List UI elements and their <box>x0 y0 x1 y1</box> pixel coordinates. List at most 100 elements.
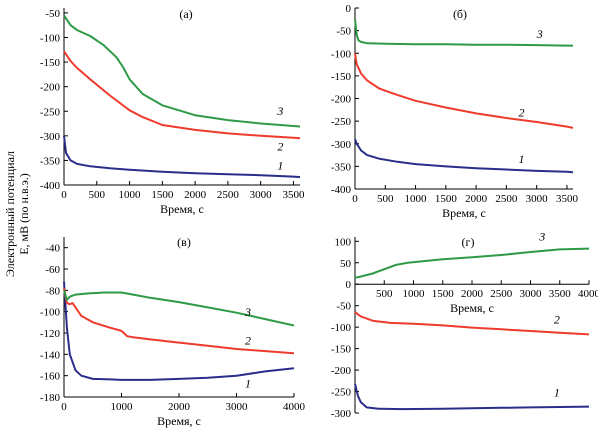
x-tick-label: 4000 <box>283 401 306 413</box>
y-tick-label: -250 <box>331 387 352 399</box>
curve-label-2: 2 <box>519 106 525 120</box>
x-tick-label: 3000 <box>250 189 273 201</box>
series-line-2 <box>354 53 574 129</box>
x-tick-label: 2500 <box>495 193 518 205</box>
y-tick-label: -50 <box>336 26 351 38</box>
series-line-1 <box>354 138 574 174</box>
x-tick-label: 1000 <box>403 288 426 300</box>
y-tick-label: -50 <box>336 301 351 313</box>
curve-label-1: 1 <box>554 386 560 400</box>
x-tick-label: 2000 <box>184 189 207 201</box>
x-tick-label: 3500 <box>282 189 305 201</box>
y-tick-label: -250 <box>40 106 61 118</box>
y-tick-label: -250 <box>331 116 352 128</box>
curve-label-2: 2 <box>554 313 560 327</box>
series-line-2 <box>354 311 590 336</box>
y-tick-label: -350 <box>40 155 61 167</box>
x-tick-label: 0 <box>61 401 67 413</box>
panel-letter: (б) <box>453 7 467 21</box>
series-line-3 <box>354 19 573 47</box>
curve-label-2: 2 <box>277 140 283 154</box>
x-tick-label: 2000 <box>168 401 191 413</box>
y-tick-label: -200 <box>331 94 352 106</box>
curve-label-2: 2 <box>245 334 251 348</box>
y-tick-label: -60 <box>45 264 60 276</box>
x-axis-title: Время, с <box>442 206 486 220</box>
y-tick-label: -300 <box>40 131 61 143</box>
x-axis-title: Время, с <box>450 301 494 315</box>
series-line-3 <box>354 247 590 279</box>
y-tick-label: -150 <box>331 71 352 83</box>
y-tick-label: -160 <box>40 371 61 383</box>
panel-2: (б) 0 500 1000 1500 2000 2500 3000 3500 -400 -350 -… <box>331 3 579 220</box>
y-tick-label: 0 <box>346 3 352 15</box>
x-tick-label: 500 <box>89 189 106 201</box>
y-tick-label: -100 <box>331 322 352 334</box>
panel-letter: (г) <box>462 235 475 249</box>
y-tick-label: -80 <box>45 285 60 297</box>
y-tick-label: -100 <box>40 307 61 319</box>
panel-1: (а) 0 500 1000 1500 2000 2500 3000 3500 -400 -350 -… <box>40 7 305 216</box>
x-tick-label: 3500 <box>556 193 579 205</box>
y-tick-label: 100 <box>335 236 352 248</box>
series-line-3 <box>63 14 301 128</box>
series-line-2 <box>63 50 301 140</box>
y-tick-label: -180 <box>40 392 61 404</box>
curve-label-1: 1 <box>245 376 251 390</box>
series-line-1 <box>354 383 590 411</box>
x-tick-label: 1000 <box>405 193 428 205</box>
y-tick-label: 50 <box>340 258 352 270</box>
panel-4: (г)500 1000 1500 2000 2500 3000 3500 4000-300-2… <box>331 229 598 420</box>
series-line-1 <box>63 135 301 179</box>
chart-panels: (а)0 500 1000 1500 2000 2500 3000 3500-400-350-… <box>40 3 598 428</box>
x-tick-label: 500 <box>376 288 393 300</box>
x-tick-label: 2000 <box>465 193 488 205</box>
curve-label-3: 3 <box>276 104 283 118</box>
y-tick-label: -400 <box>40 180 61 192</box>
x-tick-label: 2000 <box>461 288 484 300</box>
x-tick-label: 1500 <box>151 189 174 201</box>
x-tick-label: 500 <box>377 193 394 205</box>
curve-label-1: 1 <box>519 152 525 166</box>
ylabel-line1: Электронный потенциал <box>3 151 17 277</box>
x-tick-label: 0 <box>352 193 358 205</box>
y-tick-label: -200 <box>331 365 352 377</box>
x-tick-label: 4000 <box>578 288 598 300</box>
x-axis-title: Время, с <box>157 414 201 428</box>
y-tick-label: -300 <box>331 139 352 151</box>
x-tick-label: 3000 <box>226 401 249 413</box>
x-tick-label: 1500 <box>435 193 458 205</box>
y-tick-label: -150 <box>40 57 61 69</box>
x-tick-label: 2500 <box>217 189 240 201</box>
y-tick-label: -40 <box>45 243 60 255</box>
curve-label-3: 3 <box>538 229 545 243</box>
y-tick-label: -150 <box>331 344 352 356</box>
x-tick-label: 3000 <box>526 193 549 205</box>
y-tick-label: -100 <box>331 48 352 60</box>
x-tick-label: 3500 <box>549 288 572 300</box>
curve-label-3: 3 <box>536 27 543 41</box>
x-tick-label: 1500 <box>432 288 455 300</box>
x-tick-label: 0 <box>61 189 67 201</box>
y-tick-label: -140 <box>40 349 61 361</box>
panel-3: (в) 0 1000 2000 3000 4000 -180 -160 -140 -120 -100… <box>40 235 306 428</box>
curve-label-3: 3 <box>244 305 251 319</box>
y-tick-label: -120 <box>40 328 61 340</box>
x-tick-label: 3000 <box>520 288 543 300</box>
panel-letter: (в) <box>177 235 191 249</box>
series-line-2 <box>63 288 295 355</box>
y-tick-label: -350 <box>331 161 352 173</box>
y-tick-label: -100 <box>40 33 61 45</box>
x-tick-label: 1000 <box>119 189 142 201</box>
curve-label-1: 1 <box>277 158 283 172</box>
y-tick-label: -400 <box>331 184 352 196</box>
series-line-1 <box>63 281 295 381</box>
panel-letter: (а) <box>179 7 192 21</box>
ylabel-line2: E, мВ (по н.в.э.) <box>17 173 31 255</box>
y-tick-label: -300 <box>331 408 352 420</box>
series-line-3 <box>63 290 295 327</box>
y-tick-label: -50 <box>45 8 60 20</box>
x-tick-label: 1000 <box>111 401 134 413</box>
y-tick-label: -200 <box>40 82 61 94</box>
